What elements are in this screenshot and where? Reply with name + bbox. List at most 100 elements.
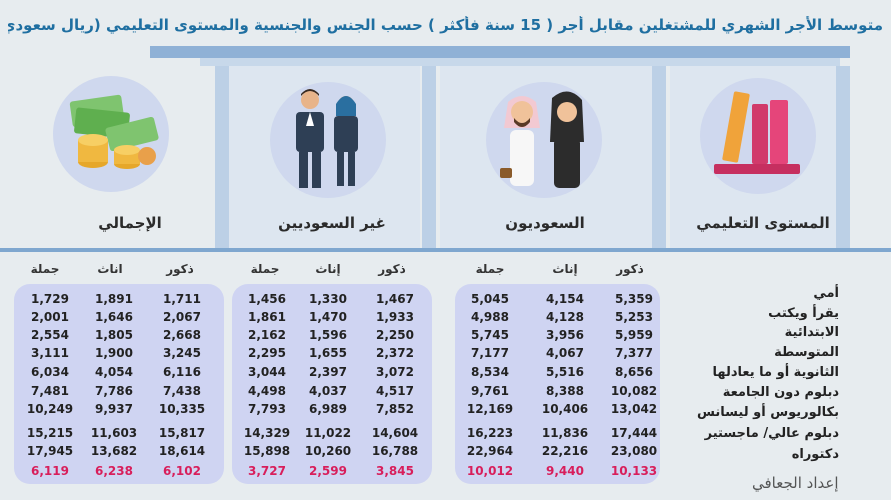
table-cell: 4,128 xyxy=(546,310,584,324)
table-cell: 6,034 xyxy=(31,365,69,379)
row-label: أمي xyxy=(813,286,839,301)
row-label: دبلوم دون الجامعة xyxy=(722,385,839,400)
table-cell: 10,012 xyxy=(466,464,514,478)
floor-line xyxy=(0,248,891,252)
row-label: الابتدائية xyxy=(784,325,839,340)
header-total-male: ذكور xyxy=(166,262,194,276)
table-cell: 1,646 xyxy=(95,310,133,324)
table-cell: 1,729 xyxy=(31,292,69,306)
header-band xyxy=(150,46,850,58)
table-cell: 2,067 xyxy=(163,310,201,324)
table-cell: 6,989 xyxy=(309,402,347,416)
table-cell: 22,216 xyxy=(541,444,589,458)
table-cell: 13,682 xyxy=(90,444,138,458)
table-cell: 2,554 xyxy=(31,328,69,342)
table-cell: 6,102 xyxy=(163,464,201,478)
table-cell: 11,603 xyxy=(90,426,138,440)
table-cell: 1,467 xyxy=(376,292,414,306)
table-cell: 10,133 xyxy=(610,464,658,478)
row-label: دبلوم عالي/ ماجستير xyxy=(704,426,839,441)
circle-non-saudis xyxy=(270,82,386,198)
table-cell: 2,599 xyxy=(309,464,347,478)
table-cell: 16,223 xyxy=(466,426,514,440)
table-cell: 8,656 xyxy=(615,365,653,379)
table-cell: 3,956 xyxy=(546,328,584,342)
table-cell: 5,045 xyxy=(471,292,509,306)
panel-non-saudis xyxy=(232,284,432,484)
table-cell: 11,022 xyxy=(304,426,352,440)
panel-total xyxy=(14,284,224,484)
table-cell: 4,517 xyxy=(376,384,414,398)
row-label: دكتوراه xyxy=(791,447,839,462)
table-cell: 8,534 xyxy=(471,365,509,379)
table-cell: 5,359 xyxy=(615,292,653,306)
pillar xyxy=(836,66,850,248)
header-nonsaudi-female: إناث xyxy=(315,262,341,276)
table-cell: 3,044 xyxy=(248,365,286,379)
table-cell: 13,042 xyxy=(610,402,658,416)
table-cell: 10,260 xyxy=(304,444,352,458)
header-line xyxy=(200,58,840,66)
table-cell: 6,238 xyxy=(95,464,133,478)
page-title: متوسط الأجر الشهري للمشتغلين مقابل أجر (… xyxy=(8,16,883,34)
table-cell: 14,604 xyxy=(371,426,419,440)
table-cell: 3,727 xyxy=(248,464,286,478)
table-cell: 9,937 xyxy=(95,402,133,416)
table-cell: 4,037 xyxy=(309,384,347,398)
table-cell: 17,945 xyxy=(26,444,74,458)
table-cell: 9,761 xyxy=(471,384,509,398)
table-cell: 23,080 xyxy=(610,444,658,458)
row-label: يقرأ ويكتب xyxy=(768,306,839,321)
table-cell: 22,964 xyxy=(466,444,514,458)
table-cell: 16,788 xyxy=(371,444,419,458)
header-total-total: جملة xyxy=(30,262,60,276)
table-cell: 5,253 xyxy=(615,310,653,324)
table-cell: 5,959 xyxy=(615,328,653,342)
table-cell: 1,596 xyxy=(309,328,347,342)
table-cell: 11,836 xyxy=(541,426,589,440)
table-cell: 2,668 xyxy=(163,328,201,342)
category-education: المستوى التعليمي xyxy=(696,214,830,232)
header-nonsaudi-total: جملة xyxy=(250,262,280,276)
books-icon xyxy=(714,91,800,174)
table-cell: 7,377 xyxy=(615,346,653,360)
table-cell: 2,295 xyxy=(248,346,286,360)
table-cell: 7,852 xyxy=(376,402,414,416)
header-saudi-total: جملة xyxy=(475,262,505,276)
header-total-female: اناث xyxy=(97,262,123,276)
pillar xyxy=(422,66,436,248)
table-cell: 3,111 xyxy=(31,346,69,360)
table-cell: 4,154 xyxy=(546,292,584,306)
table-cell: 2,162 xyxy=(248,328,286,342)
table-cell: 1,891 xyxy=(95,292,133,306)
category-non-saudis: غير السعوديين xyxy=(278,214,386,232)
table-cell: 1,655 xyxy=(309,346,347,360)
header-saudi-female: إناث xyxy=(552,262,578,276)
table-cell: 1,456 xyxy=(248,292,286,306)
table-cell: 7,786 xyxy=(95,384,133,398)
header-saudi-male: ذكور xyxy=(616,262,644,276)
table-cell: 5,516 xyxy=(546,365,584,379)
row-label: المتوسطة xyxy=(774,345,839,360)
table-cell: 17,444 xyxy=(610,426,658,440)
table-cell: 2,250 xyxy=(376,328,414,342)
row-label: الثانوية أو ما يعادلها xyxy=(712,365,839,380)
category-saudis: السعوديون xyxy=(505,214,585,232)
table-cell: 15,215 xyxy=(26,426,74,440)
row-label: بكالوريوس أو ليسانس xyxy=(697,405,839,420)
table-cell: 10,406 xyxy=(541,402,589,416)
table-cell: 15,817 xyxy=(158,426,206,440)
pillar xyxy=(652,66,666,248)
table-cell: 4,054 xyxy=(95,365,133,379)
saudi-couple-icon xyxy=(500,91,584,188)
table-cell: 7,438 xyxy=(163,384,201,398)
table-cell: 8,388 xyxy=(546,384,584,398)
table-cell: 4,067 xyxy=(546,346,584,360)
header-nonsaudi-male: ذكور xyxy=(378,262,406,276)
table-cell: 6,119 xyxy=(31,464,69,478)
table-cell: 10,082 xyxy=(610,384,658,398)
table-cell: 2,397 xyxy=(309,365,347,379)
table-cell: 1,861 xyxy=(248,310,286,324)
panel-saudis xyxy=(455,284,660,484)
business-couple-icon xyxy=(296,89,358,188)
